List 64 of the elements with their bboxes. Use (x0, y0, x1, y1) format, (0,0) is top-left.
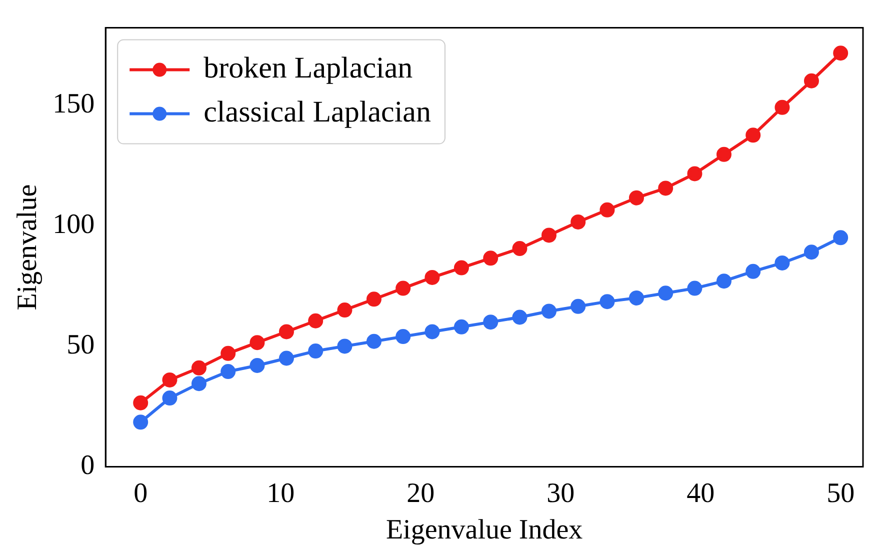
x-tick-label: 10 (266, 478, 295, 509)
point (191, 376, 206, 392)
legend-label: broken Laplacian (204, 52, 413, 85)
x-tick-label: 50 (826, 478, 855, 509)
point (658, 180, 674, 196)
point (396, 329, 411, 344)
point (250, 358, 265, 373)
point (278, 350, 294, 366)
y-axis-title: Eigenvalue (12, 184, 44, 310)
x-tick-label: 20 (406, 478, 435, 509)
y-tick-label: 100 (52, 208, 95, 240)
point (716, 146, 732, 162)
point (454, 319, 469, 334)
point (424, 324, 440, 340)
legend-label: classical Laplacian (204, 96, 431, 129)
point (512, 310, 528, 325)
point (804, 244, 819, 260)
point (337, 302, 352, 318)
point (628, 290, 644, 306)
point (570, 214, 586, 230)
point (512, 241, 528, 256)
y-tick-label: 150 (52, 88, 95, 120)
point (600, 202, 615, 218)
point (483, 314, 498, 330)
point (278, 324, 294, 340)
point (191, 360, 206, 376)
point (570, 298, 586, 314)
point (746, 128, 761, 143)
point (366, 292, 382, 307)
point (424, 270, 440, 285)
point (628, 190, 644, 206)
point (220, 346, 236, 361)
point (250, 335, 265, 350)
x-axis-title: Eigenvalue Index (386, 514, 583, 546)
point (541, 228, 556, 243)
point (716, 274, 732, 289)
point (133, 395, 148, 410)
point (133, 414, 148, 430)
point (337, 338, 352, 354)
x-tick-label: 40 (686, 478, 715, 509)
point (396, 280, 411, 296)
point (746, 264, 761, 279)
point (454, 260, 469, 276)
point (483, 250, 498, 266)
point (220, 364, 236, 380)
point (162, 372, 178, 388)
y-tick-label: 50 (66, 330, 95, 361)
point (833, 230, 848, 246)
x-tick-label: 30 (546, 478, 575, 509)
point (308, 344, 324, 359)
x-tick-label: 0 (134, 478, 148, 509)
point (774, 100, 790, 115)
point (833, 46, 848, 61)
point (308, 313, 324, 328)
point (687, 280, 702, 296)
point (600, 294, 615, 310)
point (162, 390, 178, 406)
point (541, 304, 556, 319)
point (366, 334, 382, 349)
point (687, 166, 702, 182)
point (658, 286, 674, 301)
point (774, 255, 790, 270)
point (804, 73, 819, 88)
y-tick-label: 0 (80, 450, 95, 482)
